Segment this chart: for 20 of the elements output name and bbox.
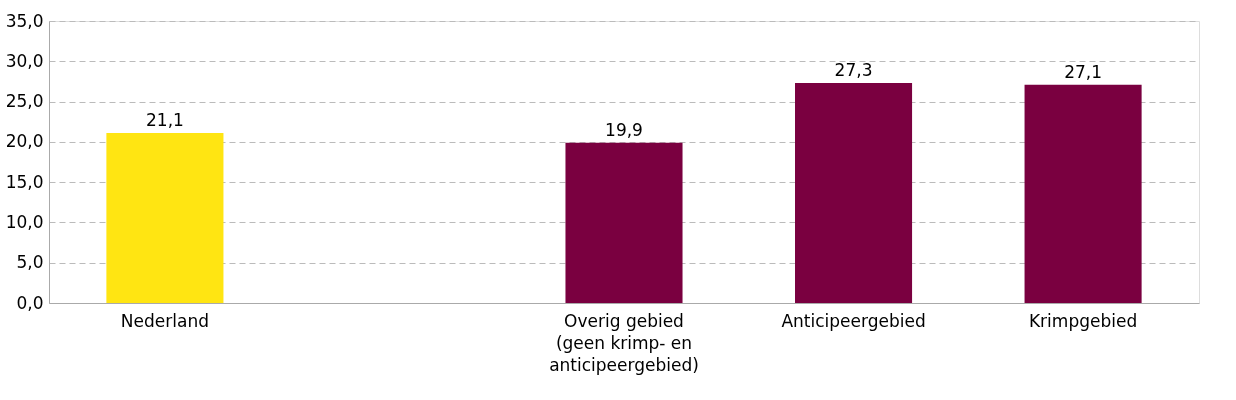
y-tick-label: 5,0 — [16, 252, 44, 273]
y-tick-label: 10,0 — [5, 211, 44, 232]
bar — [565, 142, 683, 303]
x-tick-label: Anticipeergebied — [781, 310, 926, 331]
y-tick-label: 0,0 — [16, 292, 44, 313]
y-tick-label: 25,0 — [5, 91, 44, 112]
x-tick-label: Overig gebied (geen krimp- en anticipeergebied) — [549, 310, 699, 375]
data-label: 27,3 — [834, 60, 873, 81]
y-tick-label: 15,0 — [5, 171, 44, 192]
y-tick-label: 20,0 — [5, 131, 44, 152]
x-tick-label: Nederland — [120, 310, 209, 331]
data-label: 21,1 — [145, 109, 184, 130]
data-label: 27,1 — [1064, 61, 1103, 82]
bar — [106, 132, 224, 303]
bar — [795, 83, 913, 303]
data-label: 19,9 — [605, 119, 643, 140]
bar — [1024, 84, 1142, 303]
x-tick-label: Krimpgebied — [1028, 310, 1138, 331]
y-tick-label: 35,0 — [5, 10, 44, 31]
y-tick-label: 30,0 — [5, 50, 44, 71]
